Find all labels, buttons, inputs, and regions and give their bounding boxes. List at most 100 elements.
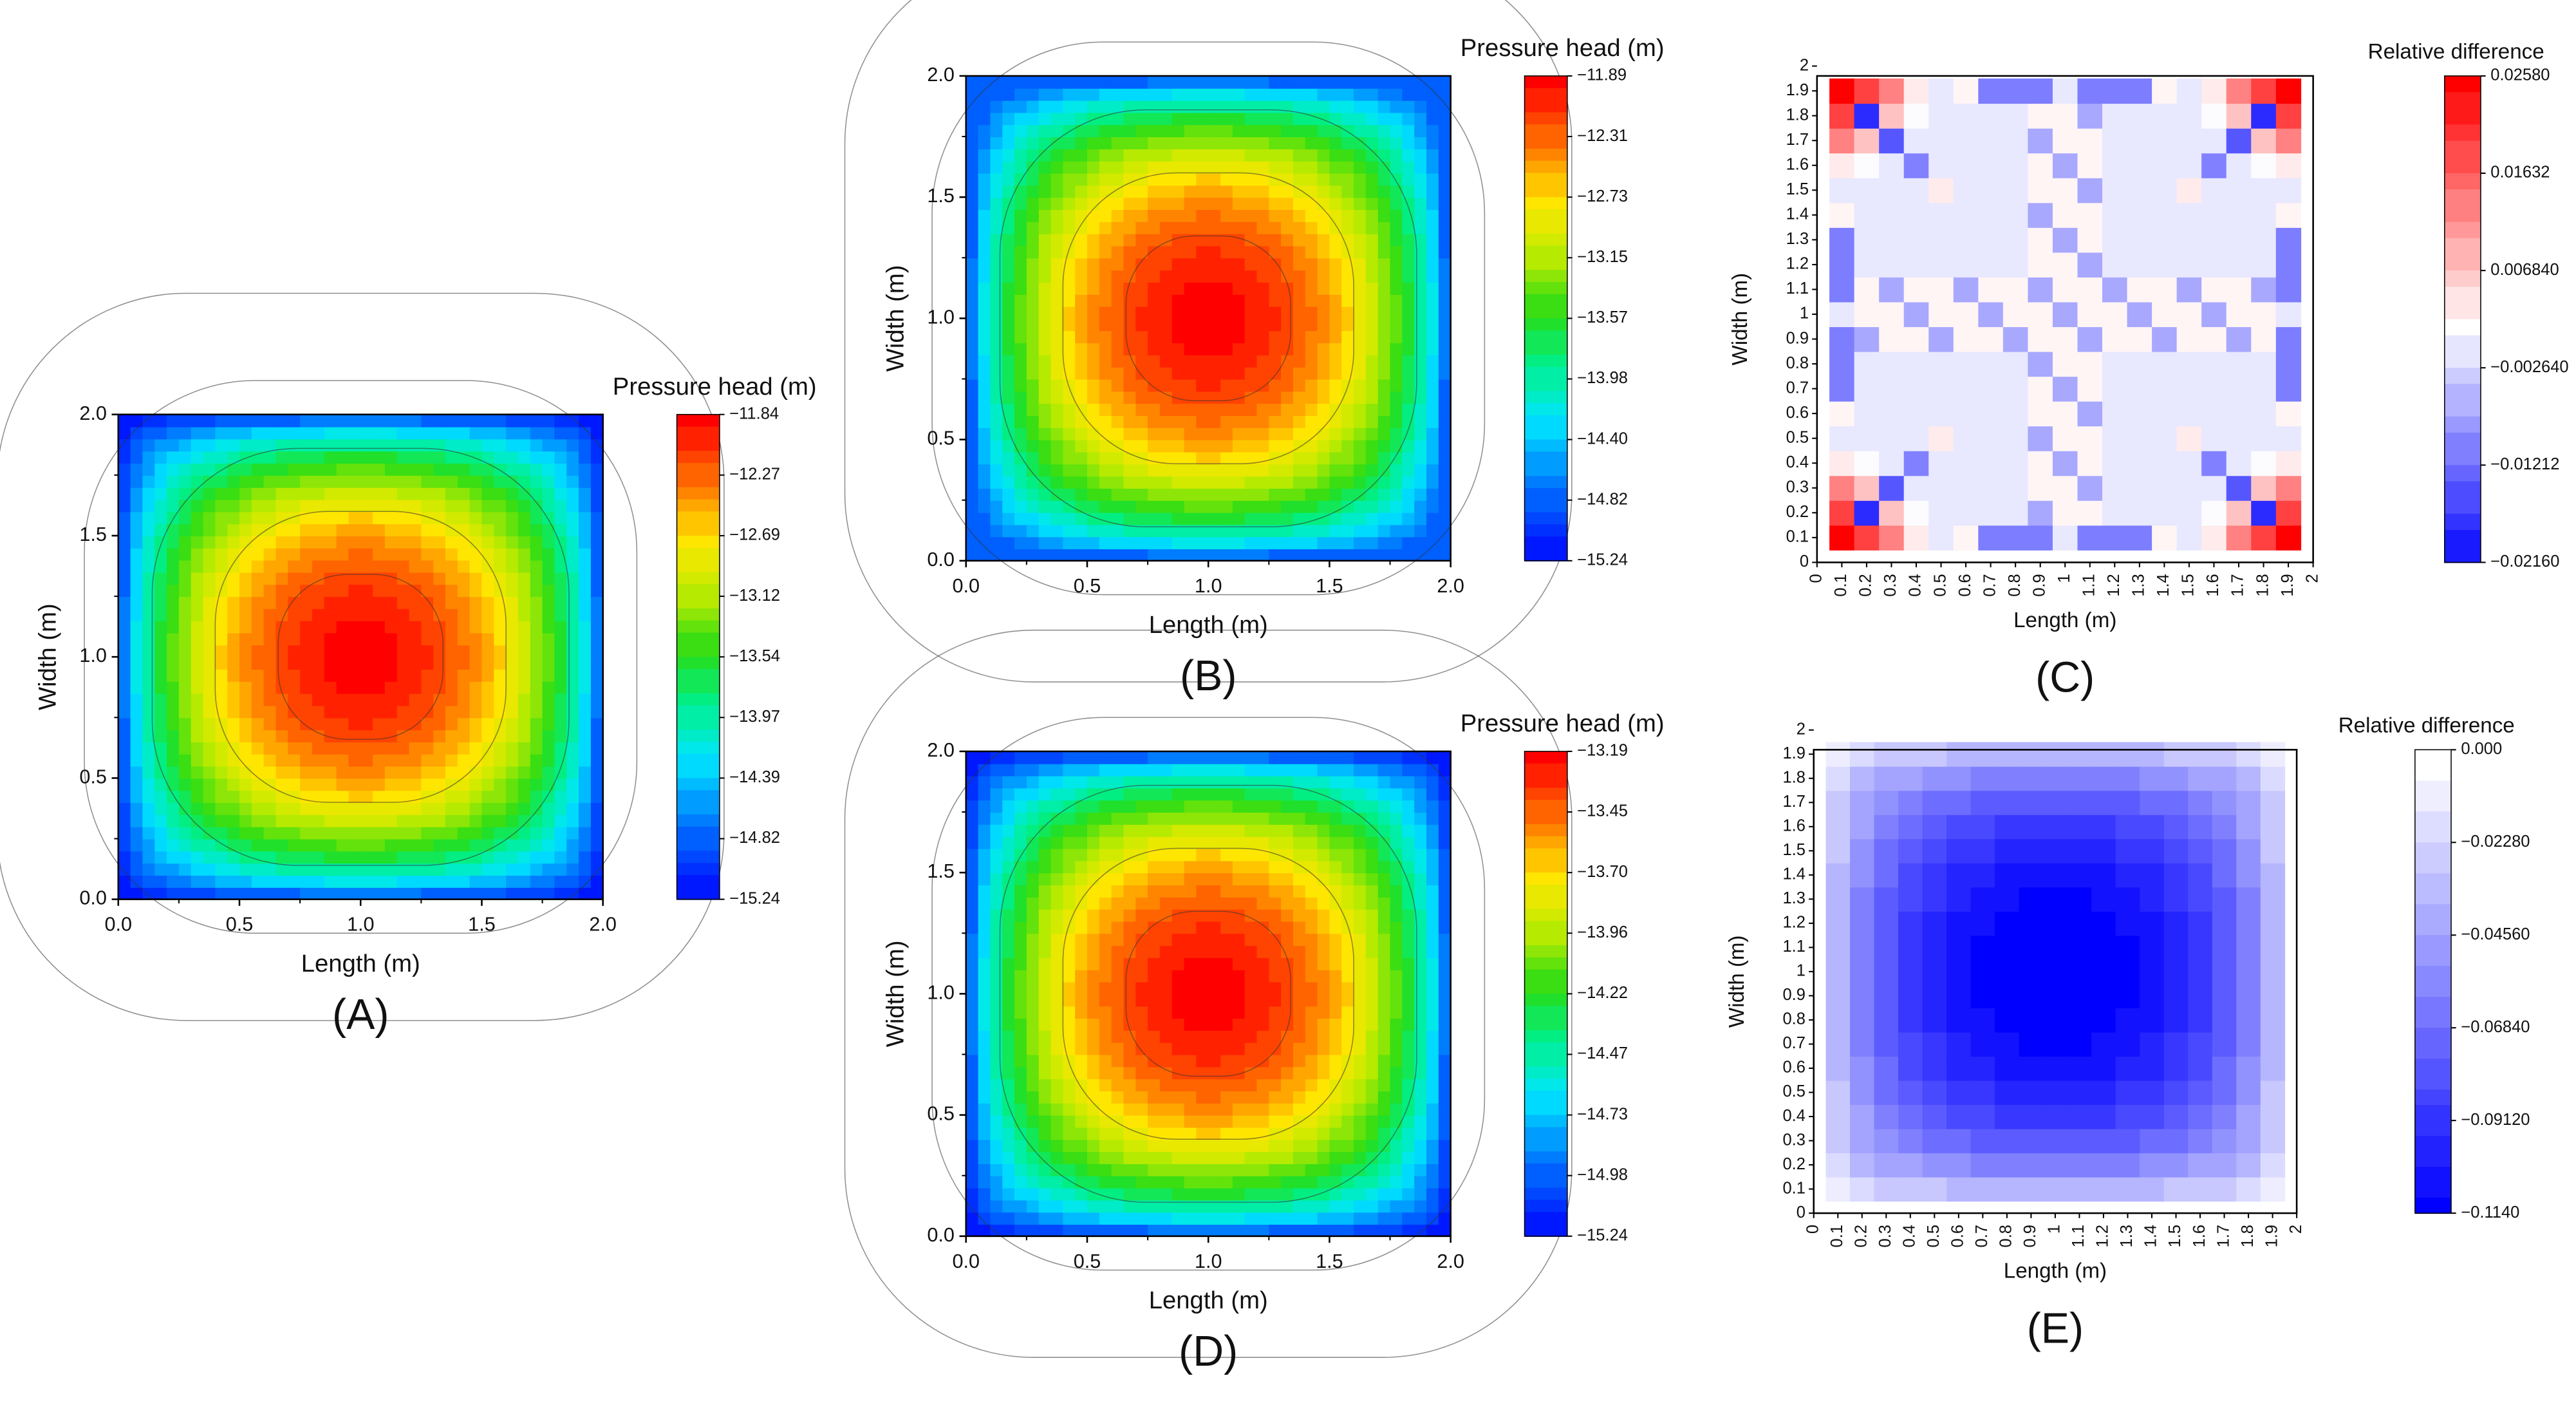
heatmap-cell [1244, 148, 1258, 162]
heatmap-cell [469, 705, 483, 719]
heatmap-cell [239, 414, 252, 428]
heatmap-cell [1002, 1212, 1016, 1225]
heatmap-cell [1329, 1200, 1343, 1213]
heatmap-cell [554, 657, 568, 670]
heatmap-cell [1377, 464, 1391, 477]
heatmap-cell [1038, 160, 1052, 174]
heatmap-cell [1256, 281, 1270, 295]
colorbar-tick-label: −15.24 [729, 889, 780, 907]
heatmap-cell [590, 535, 604, 549]
heatmap-cell [275, 681, 289, 694]
heatmap-cell [397, 487, 410, 500]
heatmap-cell [579, 475, 592, 488]
heatmap-cell [1244, 100, 1258, 113]
heatmap-cell [530, 596, 543, 609]
heatmap-cell [1354, 981, 1367, 995]
heatmap-cell [518, 451, 531, 464]
heatmap-cell [1148, 415, 1161, 428]
heatmap-cell [1402, 921, 1415, 934]
heatmap-cell [530, 681, 543, 694]
heatmap-cell [469, 462, 483, 476]
heatmap-cell [227, 438, 241, 452]
heatmap-cell [1281, 536, 1294, 550]
heatmap-cell [1354, 354, 1367, 368]
heatmap-cell [1305, 812, 1318, 825]
heatmap-cell [990, 1187, 1003, 1201]
heatmap-cell [1402, 258, 1415, 271]
heatmap-cell [360, 790, 374, 804]
heatmap-cell [336, 863, 350, 876]
heatmap-cell [1196, 775, 1209, 789]
heatmap-cell [251, 475, 265, 488]
heatmap-cell [1159, 160, 1173, 174]
heatmap-cell [1426, 957, 1439, 970]
heatmap-cell [1002, 403, 1016, 417]
heatmap-cell [251, 741, 265, 755]
heatmap-cell [227, 887, 241, 900]
heatmap-cell [348, 826, 362, 840]
heatmap-cell [348, 863, 362, 876]
heatmap-cell [1014, 124, 1027, 138]
heatmap-cell [384, 887, 398, 900]
heatmap-cell [312, 462, 325, 476]
heatmap-cell [1196, 366, 1209, 380]
heatmap-cell [1063, 836, 1076, 849]
heatmap-cell [457, 851, 471, 864]
colorbar-segment [1524, 185, 1567, 198]
heatmap-cell [966, 366, 979, 380]
heatmap-cell [300, 620, 313, 634]
heatmap-cell [1050, 1030, 1064, 1043]
heatmap-cell [203, 632, 216, 646]
heatmap-cell [978, 379, 991, 392]
heatmap-cell [421, 717, 434, 731]
heatmap-cell [990, 775, 1003, 789]
heatmap-cell [1256, 1163, 1270, 1176]
heatmap-cell [1281, 500, 1294, 513]
heatmap-cell [1317, 209, 1330, 222]
heatmap-cell [397, 705, 410, 719]
heatmap-cell [373, 826, 386, 840]
heatmap-cell [1002, 197, 1016, 211]
heatmap-cell [966, 872, 979, 886]
heatmap-cell [227, 560, 241, 573]
heatmap-cell [1171, 763, 1185, 777]
heatmap-cell [1123, 258, 1137, 271]
heatmap-cell [966, 1175, 979, 1189]
heatmap-cell [978, 281, 991, 295]
heatmap-cell [1075, 500, 1088, 513]
heatmap-cell [1075, 464, 1088, 477]
heatmap-cell [1087, 379, 1100, 392]
heatmap-cell [481, 523, 495, 536]
heatmap-cell [1438, 1042, 1451, 1055]
heatmap-cell [239, 790, 252, 804]
heatmap-cell [1002, 1066, 1016, 1080]
heatmap-cell [1438, 800, 1451, 813]
heatmap-cell [1390, 500, 1403, 513]
heatmap-cell [1293, 536, 1306, 550]
heatmap-cell [1075, 824, 1088, 837]
heatmap-cell [1256, 824, 1270, 837]
heatmap-cell [288, 887, 301, 900]
heatmap-cell [142, 668, 156, 682]
heatmap-cell [1390, 1090, 1403, 1104]
heatmap-cell [1063, 391, 1076, 404]
heatmap-cell [1341, 1151, 1355, 1164]
heatmap-cell [1063, 75, 1076, 89]
heatmap-cell [990, 209, 1003, 222]
heatmap-cell [1050, 836, 1064, 849]
y-tick-label: 0.0 [79, 887, 107, 909]
heatmap-cell [215, 717, 229, 731]
heatmap-cell [1365, 500, 1379, 513]
heatmap-cell [360, 668, 374, 682]
heatmap-cell [421, 560, 434, 573]
heatmap-cell [1402, 848, 1415, 862]
heatmap-cell [1208, 439, 1222, 453]
heatmap-cell [300, 596, 313, 609]
heatmap-cell [1208, 872, 1222, 886]
heatmap-cell [203, 730, 216, 742]
heatmap-cell [1135, 1066, 1149, 1080]
heatmap-cell [360, 814, 374, 827]
heatmap-cell [1402, 1042, 1415, 1055]
heatmap-cell [1148, 281, 1161, 295]
heatmap-cell [966, 281, 979, 295]
